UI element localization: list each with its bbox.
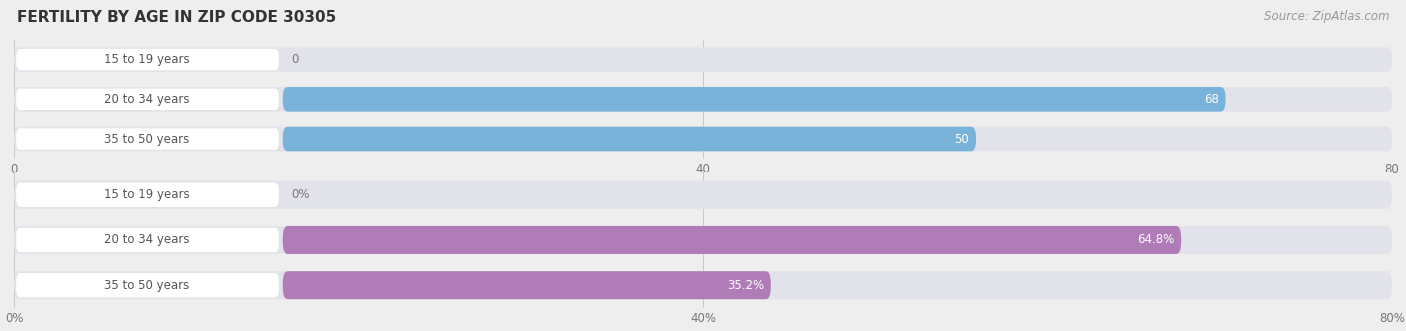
FancyBboxPatch shape [14,226,1392,254]
FancyBboxPatch shape [283,271,770,299]
FancyBboxPatch shape [283,127,976,151]
Text: FERTILITY BY AGE IN ZIP CODE 30305: FERTILITY BY AGE IN ZIP CODE 30305 [17,10,336,25]
FancyBboxPatch shape [15,128,278,150]
Text: 15 to 19 years: 15 to 19 years [104,188,190,201]
FancyBboxPatch shape [14,87,1392,112]
Text: 64.8%: 64.8% [1137,233,1174,247]
Text: 35.2%: 35.2% [727,279,763,292]
FancyBboxPatch shape [15,49,278,70]
FancyBboxPatch shape [283,226,1181,254]
FancyBboxPatch shape [14,47,1392,72]
Text: 35 to 50 years: 35 to 50 years [104,132,190,146]
FancyBboxPatch shape [15,273,278,298]
Text: 15 to 19 years: 15 to 19 years [104,53,190,66]
FancyBboxPatch shape [14,271,1392,299]
Text: 0: 0 [291,53,298,66]
FancyBboxPatch shape [14,181,1392,209]
Text: 35 to 50 years: 35 to 50 years [104,279,190,292]
FancyBboxPatch shape [14,127,1392,151]
FancyBboxPatch shape [283,87,1226,112]
Text: 20 to 34 years: 20 to 34 years [104,233,190,247]
Text: 0%: 0% [291,188,309,201]
Text: 20 to 34 years: 20 to 34 years [104,93,190,106]
FancyBboxPatch shape [15,228,278,252]
FancyBboxPatch shape [15,89,278,110]
FancyBboxPatch shape [15,182,278,207]
Text: 68: 68 [1204,93,1219,106]
Text: Source: ZipAtlas.com: Source: ZipAtlas.com [1264,10,1389,23]
Text: 50: 50 [955,132,969,146]
